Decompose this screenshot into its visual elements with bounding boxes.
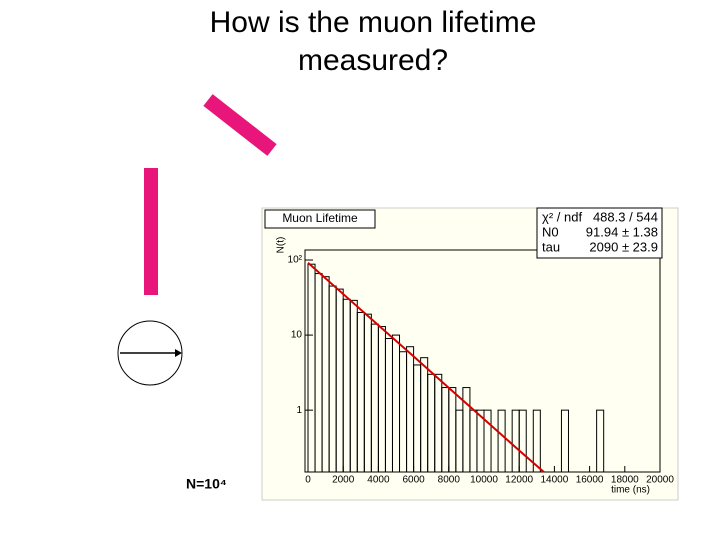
x-tick-label: 16000 — [576, 475, 604, 486]
x-tick-label: 6000 — [402, 475, 425, 486]
x-tick-label: 10000 — [470, 475, 498, 486]
plot-frame — [304, 249, 661, 473]
slide-title: How is the muon lifetime — [210, 6, 537, 39]
y-tick-label: 10² — [288, 255, 303, 266]
detector-paddle — [144, 168, 158, 295]
x-tick-label: 4000 — [367, 475, 390, 486]
y-tick-label: 10 — [291, 330, 303, 341]
fit-line — [307, 262, 545, 473]
x-tick-label: 14000 — [540, 475, 568, 486]
histogram-bar — [518, 409, 527, 473]
histogram-bar — [596, 409, 605, 473]
stats-box — [536, 207, 663, 259]
detector-paddle — [203, 94, 277, 156]
y-axis-label: N(t) — [276, 237, 287, 254]
arrow-head — [175, 349, 182, 357]
x-tick-label: 2000 — [332, 475, 355, 486]
histogram-bar — [532, 409, 541, 473]
x-tick-label: 20000 — [646, 475, 674, 486]
chart-title-box — [264, 209, 376, 229]
histogram-bar — [497, 409, 506, 473]
x-tick-label: 18000 — [611, 475, 639, 486]
stat-name: tau — [542, 239, 560, 254]
y-tick-label: 1 — [296, 405, 302, 416]
stat-value: 91.94 ± 1.38 — [586, 224, 658, 239]
histogram-bar — [483, 409, 492, 473]
stat-name: χ² / ndf — [542, 209, 582, 224]
stat-value: 488.3 / 544 — [593, 209, 658, 224]
x-tick-label: 0 — [305, 475, 311, 486]
x-axis-label: time (ns) — [611, 485, 650, 496]
stat-value: 2090 ± 23.9 — [589, 239, 658, 254]
slide-title: measured? — [298, 44, 448, 77]
chart-title: Muon Lifetime — [282, 211, 358, 225]
stat-name: N0 — [542, 224, 559, 239]
event-count: N=10⁴ — [186, 476, 227, 492]
x-tick-label: 8000 — [438, 475, 461, 486]
histogram-bar — [560, 409, 569, 473]
x-tick-label: 12000 — [505, 475, 533, 486]
